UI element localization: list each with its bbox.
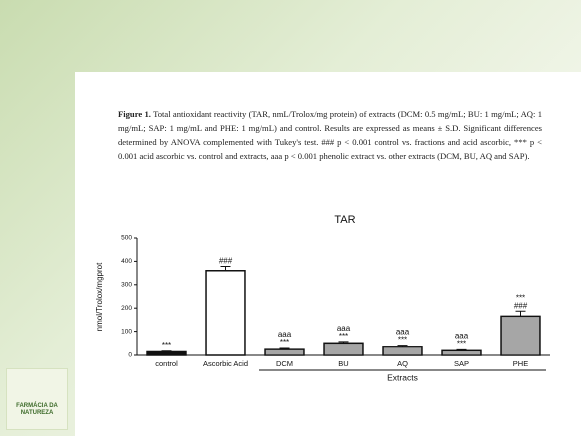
x-tick-label: Ascorbic Acid — [203, 359, 248, 368]
y-tick-label: 500 — [121, 235, 132, 242]
chart-title: TAR — [334, 214, 355, 226]
y-tick-label: 200 — [121, 305, 132, 312]
group-label: Extracts — [387, 372, 418, 382]
x-tick-label: AQ — [397, 359, 408, 368]
significance-label: *** — [162, 341, 171, 350]
y-tick-label: 300 — [121, 282, 132, 289]
y-axis-label: nmol/Trolox/mgprot — [95, 262, 104, 331]
y-tick-label: 0 — [128, 352, 132, 359]
error-bar — [516, 311, 526, 316]
bar — [442, 350, 481, 355]
bar — [206, 271, 245, 355]
bar — [265, 349, 304, 355]
significance-label: *** — [457, 339, 466, 348]
y-tick-label: 400 — [121, 258, 132, 265]
chart: TAR nmol/Trolox/mgprot 0 100 200 300 400 500 c… — [0, 0, 581, 436]
x-tick-label: BU — [338, 359, 348, 368]
bar — [324, 343, 363, 355]
x-tick-label: PHE — [513, 359, 528, 368]
significance-label: ### — [514, 301, 528, 310]
slide: Figure 1. Total antioxidant reactivity (… — [0, 0, 581, 436]
significance-label: *** — [339, 332, 348, 341]
significance-label: *** — [280, 338, 289, 347]
bar — [147, 351, 186, 355]
significance-label: ### — [219, 257, 233, 266]
bar — [501, 316, 540, 355]
bar — [383, 347, 422, 355]
x-tick-label: control — [155, 359, 178, 368]
x-tick-label: SAP — [454, 359, 469, 368]
y-tick-label: 100 — [121, 328, 132, 335]
significance-label: *** — [398, 336, 407, 345]
x-tick-label: DCM — [276, 359, 293, 368]
